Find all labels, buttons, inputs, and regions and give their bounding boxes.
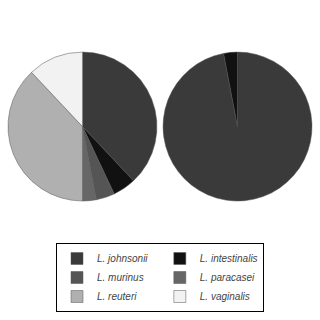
svg-text:L. paracasei: L. paracasei <box>200 272 255 283</box>
svg-text:L. johnsonii: L. johnsonii <box>97 253 148 264</box>
svg-text:L. intestinalis: L. intestinalis <box>200 253 258 264</box>
svg-text:L. reuteri: L. reuteri <box>97 291 137 302</box>
svg-text:L. murinus: L. murinus <box>97 272 144 283</box>
svg-text:L. vaginalis: L. vaginalis <box>200 291 250 302</box>
